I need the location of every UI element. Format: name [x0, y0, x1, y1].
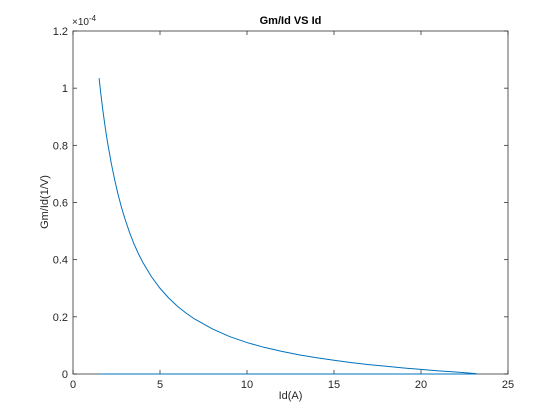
- series-group: [98, 78, 477, 375]
- x-tick-label: 10: [241, 379, 253, 391]
- y-tick-label: 1.2: [53, 26, 68, 38]
- y-axis-ticks: 0 0.2 0.4 0.6 0.8 1 1.2: [53, 26, 508, 381]
- y-exponent-power: -4: [89, 14, 97, 23]
- y-tick-label: 1: [62, 83, 68, 95]
- x-tick-label: 5: [157, 379, 163, 391]
- y-axis-label: Gm/Id(1/V): [39, 175, 51, 229]
- x-axis-ticks: 0 5 10 15 20 25: [70, 31, 514, 391]
- y-tick-label: 0.8: [53, 140, 68, 152]
- x-tick-label: 20: [415, 379, 427, 391]
- x-tick-label: 0: [70, 379, 76, 391]
- x-axis-label: Id(A): [279, 390, 303, 402]
- x-tick-label: 25: [502, 379, 514, 391]
- series-line-1: [98, 78, 477, 375]
- y-exponent-label: ×10-4: [72, 14, 97, 28]
- y-tick-label: 0: [62, 369, 68, 381]
- plot-area: [72, 30, 509, 375]
- y-tick-label: 0.2: [53, 312, 68, 324]
- y-tick-label: 0.6: [53, 198, 68, 210]
- chart-title: Gm/Id VS Id: [260, 15, 322, 27]
- x-tick-label: 15: [328, 379, 340, 391]
- y-exponent-base: ×10: [72, 17, 89, 28]
- y-tick-label: 0.4: [53, 255, 68, 267]
